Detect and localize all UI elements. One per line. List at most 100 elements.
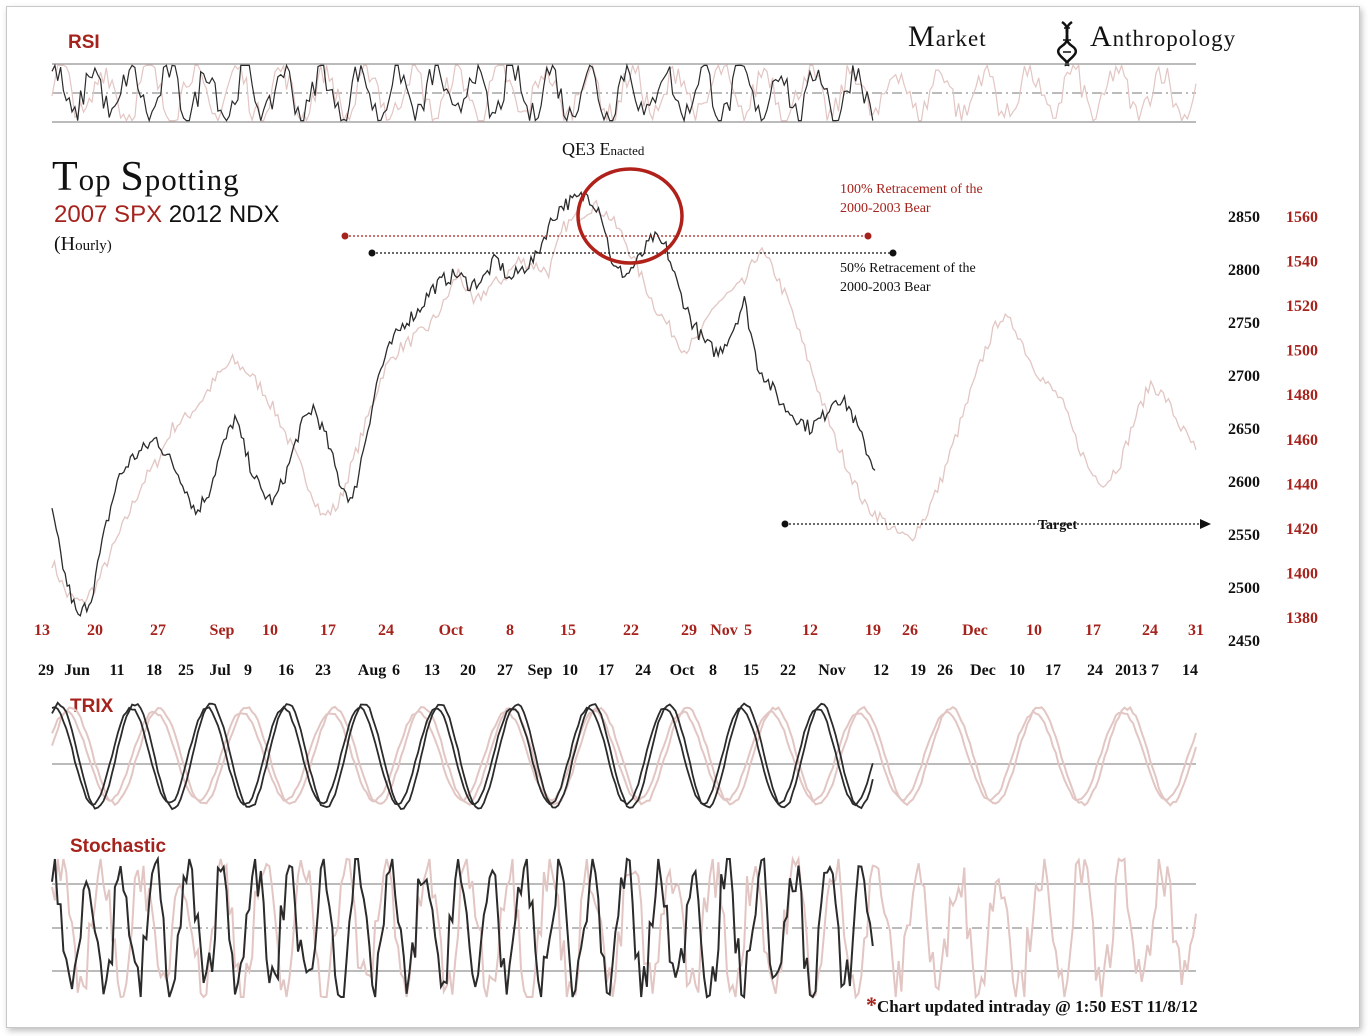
hourly-label: (Hourly) [54, 233, 112, 255]
svg-text:Anthropology: Anthropology [1090, 20, 1236, 53]
ndx-tick-label: 2850 [1228, 209, 1260, 226]
x-tick-2012: 10 [1009, 662, 1025, 679]
x-tick-2007: 10 [1026, 622, 1042, 639]
x-tick-2012: 6 [392, 662, 400, 679]
x-tick-2007: 24 [1142, 622, 1158, 639]
x-tick-2012: Nov [818, 662, 846, 679]
ndx-tick-label: 2800 [1228, 262, 1260, 279]
rsi-series [51, 63, 1197, 123]
x-tick-2012: Oct [670, 662, 696, 679]
target-label: Target [1038, 518, 1077, 533]
x-tick-2012: 17 [598, 662, 614, 679]
x-tick-2012: 11 [109, 662, 124, 679]
x-tick-2012: 19 [910, 662, 926, 679]
price-series [51, 190, 1197, 617]
ndx-tick-label: 2650 [1228, 421, 1260, 438]
x-tick-2012: 27 [497, 662, 513, 679]
x-tick-2007: 26 [902, 622, 918, 639]
update-note: *Chart updated intraday @ 1:50 EST 11/8/… [866, 992, 1198, 1017]
retrace-100-label-line1: 100% Retracement of the [840, 182, 983, 197]
rsi-line-2007 [51, 63, 1197, 123]
brand-logo: Market Anthropology [908, 20, 1236, 67]
target-line [781, 519, 1211, 529]
retrace-100-label-line2: 2000-2003 Bear [840, 201, 931, 216]
trix-line-2007-b [51, 709, 1197, 803]
trix-line-2012-b [51, 705, 874, 807]
x-tick-2007: 19 [865, 622, 881, 639]
x-tick-2012: 16 [278, 662, 294, 679]
spx-tick-label: 1500 [1286, 343, 1318, 360]
x-tick-2012: 2013 [1115, 662, 1147, 679]
spx-tick-label: 1440 [1286, 476, 1318, 493]
stochastic-series [51, 855, 1197, 1000]
x-tick-2012: 14 [1182, 662, 1198, 679]
series-line-2007-spx [51, 199, 1197, 606]
trix-label: TRIX [70, 696, 114, 717]
stochastic-line-2012 [51, 855, 874, 999]
spx-tick-label: 1460 [1286, 432, 1318, 449]
trix-line-2007-a [51, 705, 1197, 807]
ndx-tick-label: 2700 [1228, 368, 1260, 385]
dna-icon [1056, 20, 1078, 67]
x-tick-2007: 29 [681, 622, 697, 639]
x-tick-2012: 9 [244, 662, 252, 679]
x-tick-2012: Jul [209, 662, 231, 679]
x-tick-2007: 22 [623, 622, 639, 639]
x-tick-2007: 12 [802, 622, 818, 639]
x-tick-2012: 29 [38, 662, 54, 679]
x-tick-2007: 17 [320, 622, 336, 639]
x-tick-2012: 8 [709, 662, 717, 679]
rsi-line-2012 [51, 63, 874, 123]
x-tick-2012: 17 [1045, 662, 1061, 679]
x-tick-2012: 15 [743, 662, 759, 679]
qe3-highlight-circle [576, 167, 684, 265]
x-tick-2012: 24 [1087, 662, 1103, 679]
x-tick-2012: 12 [873, 662, 889, 679]
x-tick-2007: 5 [744, 622, 752, 639]
spx-tick-label: 1420 [1286, 521, 1318, 538]
x-tick-2012: 25 [178, 662, 194, 679]
ndx-tick-label: 2450 [1228, 633, 1260, 650]
ndx-tick-label: 2500 [1228, 580, 1260, 597]
x-tick-2012: 26 [937, 662, 953, 679]
x-tick-2012: Sep [528, 662, 553, 679]
rsi-gridlines [52, 63, 1196, 123]
spx-tick-label: 1380 [1286, 610, 1318, 627]
x-tick-2012: 20 [460, 662, 476, 679]
x-tick-2007: 10 [262, 622, 278, 639]
chart-title: Top Spotting [52, 154, 240, 200]
retrace-50-line [368, 249, 897, 257]
x-tick-2012: 13 [424, 662, 440, 679]
spx-tick-label: 1540 [1286, 254, 1318, 271]
stochastic-label: Stochastic [70, 836, 167, 857]
rsi-label: RSI [68, 32, 100, 53]
x-tick-2012: 23 [315, 662, 331, 679]
x-tick-2007: 8 [506, 622, 514, 639]
x-tick-2007: 20 [87, 622, 103, 639]
spx-tick-label: 1560 [1286, 209, 1318, 226]
x-tick-2007: Dec [962, 622, 988, 639]
x-tick-2012: 24 [635, 662, 651, 679]
x-tick-2007: 27 [150, 622, 166, 639]
x-tick-2012: Aug [358, 662, 386, 679]
qe3-annotation: QE3 Enacted [562, 139, 645, 159]
spx-tick-label: 1400 [1286, 565, 1318, 582]
svg-text:Market: Market [908, 20, 987, 53]
x-tick-2007: Nov [710, 622, 738, 639]
x-tick-2007: 13 [34, 622, 50, 639]
ndx-tick-label: 2750 [1228, 315, 1260, 332]
retrace-50-label-line2: 2000-2003 Bear [840, 280, 931, 295]
spx-tick-label: 1480 [1286, 387, 1318, 404]
x-tick-2012: 18 [146, 662, 162, 679]
x-axis-2012: 29 Jun 11 18 25 Jul 9 16 23 Aug 6 13 20 27 Sep 10 17 24 Oc… [38, 662, 1198, 679]
spx-axis: 1380 1400 1420 1440 1460 1480 1500 1520 1540 1560 [1286, 209, 1318, 627]
spx-tick-label: 1520 [1286, 298, 1318, 315]
x-tick-2007: 15 [560, 622, 576, 639]
x-tick-2012: 7 [1151, 662, 1159, 679]
retrace-100-line [341, 232, 872, 240]
x-tick-2007: Sep [210, 622, 235, 639]
x-tick-2012: Dec [970, 662, 996, 679]
x-tick-2007: 31 [1188, 622, 1204, 639]
x-axis-2007: 13 20 27 Sep 10 17 24 Oct 8 15 22 29 Nov 5 12 19 26 Dec 10… [34, 622, 1204, 639]
